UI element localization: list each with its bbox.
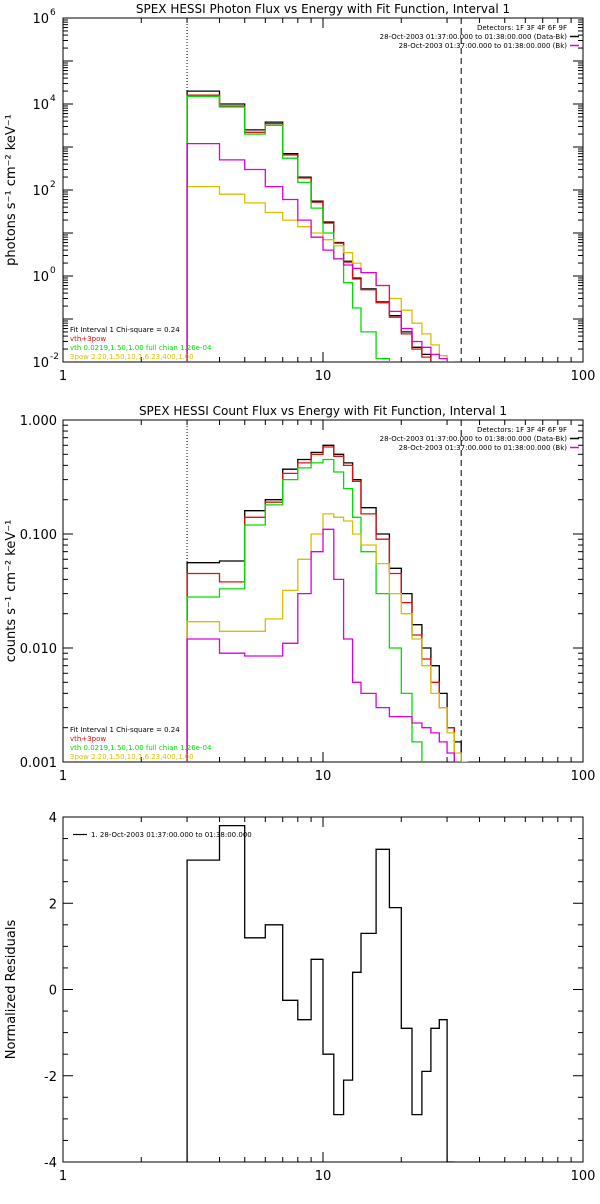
legend-entry: 28-Oct-2003 01:37:00.000 to 01:38:00.000…	[399, 444, 568, 452]
legend-entry: 28-Oct-2003 01:37:00.000 to 01:38:00.000…	[380, 435, 568, 443]
fit-legend-entry: vth+3pow	[70, 735, 106, 743]
fit-legend-entry: 3pow 2.20,1.50,10,1,6.23,400,1.00	[70, 353, 194, 361]
x-tick-label: 1	[59, 769, 67, 784]
chart-title: SPEX HESSI Count Flux vs Energy with Fit…	[139, 404, 507, 418]
y-tick-label: -2	[44, 1070, 57, 1085]
x-tick-label: 100	[571, 1169, 596, 1184]
legend-entry: Detectors: 1F 3F 4F 6F 9F	[477, 426, 567, 434]
y-tick-label: 0	[49, 984, 57, 999]
y-tick-label: 10	[32, 356, 49, 371]
x-tick-label: 1	[59, 369, 67, 384]
series-line-magenta	[186, 528, 462, 762]
series-line-green	[186, 458, 423, 762]
x-tick-label: 100	[571, 769, 596, 784]
y-tick-exponent: 2	[50, 180, 56, 190]
y-tick-exponent: 0	[50, 266, 56, 276]
x-tick-label: 10	[315, 1169, 332, 1184]
y-tick-label: 0.001	[20, 756, 57, 771]
residuals-panel: Normalized Residuals 1 10 100 4 2 0 -2 -4 1. 28-O…	[4, 811, 595, 1184]
y-tick-label: 10	[32, 98, 49, 113]
fit-legend-entry: vth 0.0219,1.50,1.00 full chian 1.26e-04	[70, 344, 212, 352]
series-line-black	[186, 824, 455, 1162]
series-line-magenta	[186, 142, 455, 362]
series-line-black	[186, 444, 462, 762]
y-tick-label: 1.000	[20, 414, 57, 429]
y-tick-exponent: -2	[50, 352, 59, 362]
y-tick-label: 0.100	[20, 528, 57, 543]
count-flux-panel: SPEX HESSI Count Flux vs Energy with Fit…	[4, 404, 595, 784]
x-tick-label: 10	[315, 769, 332, 784]
fit-legend-entry: vth+3pow	[70, 335, 106, 343]
fit-legend-entry: 3pow 2.20,1.50,10,1,6.23,400,1.00	[70, 753, 194, 761]
x-tick-label: 10	[315, 369, 332, 384]
y-tick-label: 10	[32, 184, 49, 199]
y-tick-label: 2	[49, 897, 57, 912]
chart-title: SPEX HESSI Photon Flux vs Energy with Fi…	[136, 2, 510, 16]
plot-frame	[62, 419, 584, 763]
series-line-yellow	[186, 185, 455, 362]
legend-entry: 28-Oct-2003 01:37:00.000 to 01:38:00.000…	[380, 33, 568, 41]
fit-legend-entry: Fit Interval 1 Chi-square = 0.24	[70, 326, 180, 334]
x-tick-label: 1	[59, 1169, 67, 1184]
legend-entry: 1. 28-Oct-2003 01:37:00.000 to 01:38:00.…	[91, 831, 252, 839]
series-line-green	[186, 95, 391, 362]
y-tick-label: -4	[44, 1156, 57, 1171]
fit-legend-entry: Fit Interval 1 Chi-square = 0.24	[70, 726, 180, 734]
y-tick-label: 10	[32, 12, 49, 27]
x-tick-label: 100	[571, 369, 596, 384]
y-axis-label: counts s⁻¹ cm⁻² keV⁻¹	[4, 520, 19, 663]
legend-entry: 28-Oct-2003 01:37:00.000 to 01:38:00.000…	[399, 42, 568, 50]
series-line-yellow	[186, 513, 468, 762]
legend-entry: Detectors: 1F 3F 4F 6F 9F	[477, 24, 567, 32]
series-group	[186, 444, 468, 762]
y-axis-label: photons s⁻¹ cm⁻² keV⁻¹	[4, 114, 19, 266]
y-tick-label: 10	[32, 270, 49, 285]
y-tick-exponent: 4	[50, 94, 56, 104]
series-line-red	[186, 446, 455, 762]
plot-frame	[62, 17, 584, 363]
series-group	[186, 824, 455, 1162]
y-tick-exponent: 6	[50, 8, 56, 18]
y-axis-label: Normalized Residuals	[4, 920, 19, 1060]
photon-flux-panel: SPEX HESSI Photon Flux vs Energy with Fi…	[4, 2, 595, 384]
series-group	[186, 90, 455, 362]
y-tick-label: 0.010	[20, 642, 57, 657]
fit-legend-entry: vth 0.0219,1.50,1.00 full chian 1.26e-04	[70, 744, 212, 752]
y-tick-label: 4	[49, 811, 57, 826]
